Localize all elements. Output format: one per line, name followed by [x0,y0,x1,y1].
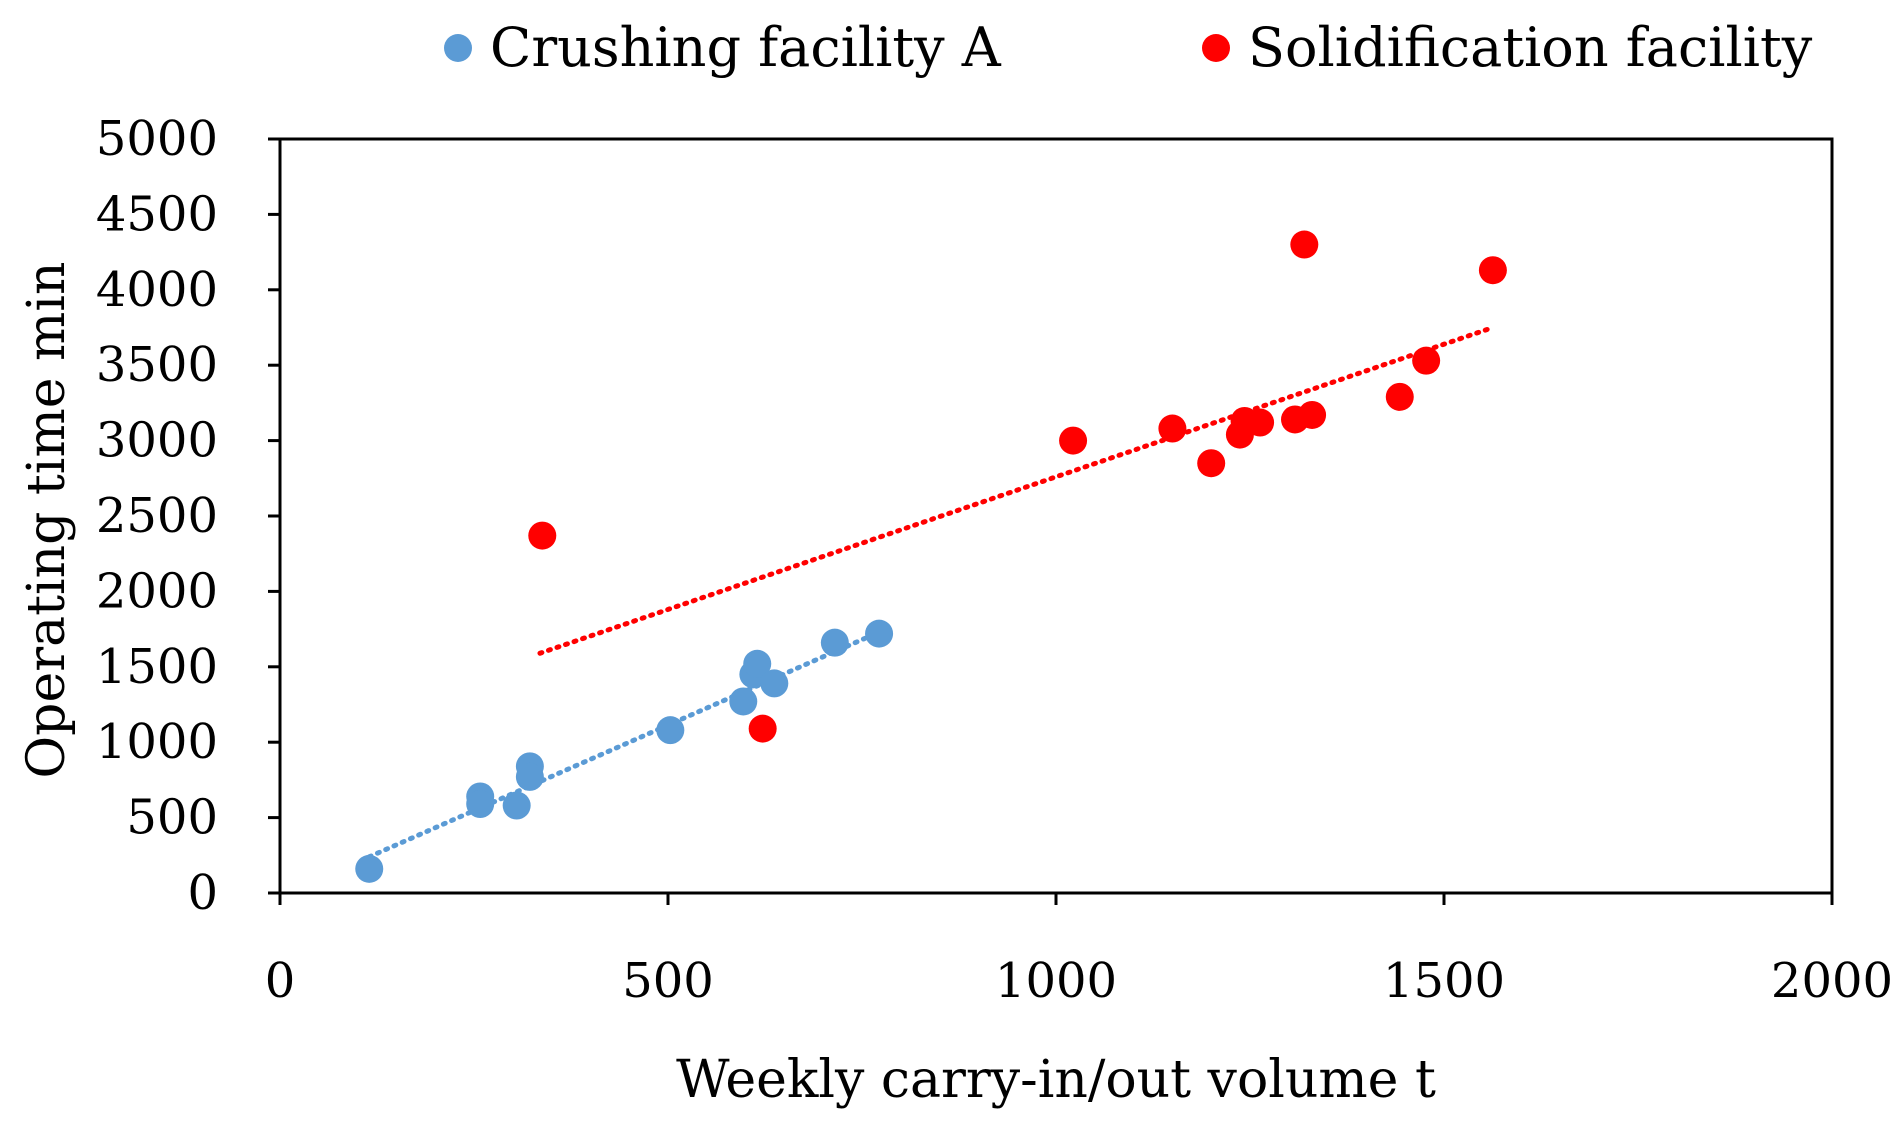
data-point-series-0 [760,669,789,698]
data-point-series-0 [865,619,894,648]
x-tick-label: 1000 [995,953,1117,1009]
legend-label-solidification-facility: Solidification facility [1248,16,1813,79]
y-tick-label: 4000 [96,262,218,318]
y-tick-label: 1000 [96,714,218,770]
plot-area [278,137,1834,895]
y-tick-label: 5000 [96,111,218,167]
trendline-series-0 [366,629,882,860]
x-tick-label: 2000 [1771,953,1893,1009]
data-points [355,230,1507,883]
data-point-series-1 [1059,426,1088,455]
y-tick-label: 500 [126,790,218,846]
data-point-series-0 [820,628,849,657]
x-axis-title: Weekly carry-in/out volume t [676,1050,1436,1110]
data-point-series-1 [1158,414,1187,443]
y-axis-title: Operating time min [17,262,77,779]
legend-marker-crushing-facility-a [444,34,472,62]
data-point-series-0 [656,716,685,745]
y-tick-label: 0 [187,865,218,921]
data-point-series-1 [748,714,777,743]
data-point-series-1 [1246,408,1275,437]
y-tick-label: 4500 [96,186,218,242]
y-tick-label: 3000 [96,413,218,469]
y-tick-label: 2500 [96,488,218,544]
data-point-series-1 [1478,256,1507,285]
trendlines [366,325,1496,860]
data-point-series-0 [502,791,531,820]
data-point-series-0 [743,649,772,678]
data-point-series-1 [1412,346,1441,375]
y-tick-label: 3500 [96,337,218,393]
legend-label-crushing-facility-a: Crushing facility A [490,16,1002,79]
legend-marker-solidification-facility [1202,34,1230,62]
data-point-series-0 [466,790,495,819]
data-point-series-0 [355,854,384,883]
data-point-series-0 [515,762,544,791]
y-tick-label: 1500 [96,639,218,695]
trendline-series-1 [537,325,1496,656]
data-point-series-0 [729,687,758,716]
x-tick-label: 500 [622,953,714,1009]
data-point-series-1 [1298,400,1327,429]
y-axis-ticks: 0 500 1000 1500 2000 2500 3000 3500 4000 4500 5000 [96,111,280,921]
legend: Crushing facility A Solidification facil… [444,16,1813,79]
y-tick-label: 2000 [96,563,218,619]
data-point-series-1 [528,521,557,550]
x-tick-label: 0 [265,953,296,1009]
data-point-series-1 [1290,230,1319,259]
x-tick-label: 1500 [1383,953,1505,1009]
data-point-series-1 [1197,449,1226,478]
x-axis-ticks: 0 500 1000 1500 2000 [265,893,1893,1009]
data-point-series-1 [1385,382,1414,411]
